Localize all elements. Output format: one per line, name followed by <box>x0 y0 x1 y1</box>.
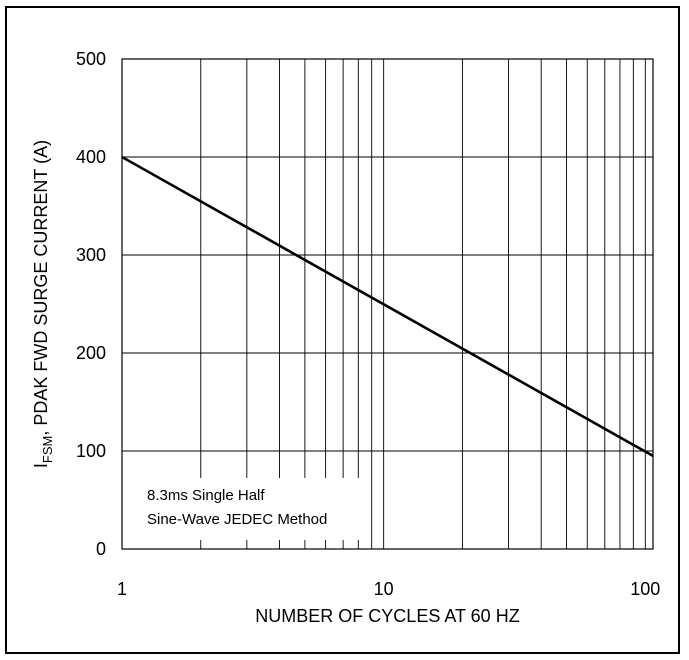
chart-frame <box>5 6 680 654</box>
y-tick-label: 500 <box>76 49 106 69</box>
plot-border <box>121 58 654 550</box>
x-axis-label: NUMBER OF CYCLES AT 60 HZ <box>255 606 519 626</box>
series-line <box>121 155 654 458</box>
annotation-line-2: Sine-Wave JEDEC Method <box>147 511 327 528</box>
y-axis-label: IFSM, PDAK FWD SURGE CURRENT (A) <box>31 140 55 468</box>
x-tick-label: 100 <box>630 579 660 599</box>
x-tick-label: 1 <box>117 579 127 599</box>
y-tick-label: 400 <box>76 147 106 167</box>
y-tick-label: 0 <box>96 539 106 559</box>
annotation-background <box>141 478 371 540</box>
y-tick-label: 300 <box>76 245 106 265</box>
annotation: 8.3ms Single Half Sine-Wave JEDEC Method <box>147 487 327 528</box>
y-axis-label-text: , PDAK FWD SURGE CURRENT (A) <box>31 140 51 436</box>
series-group <box>121 155 654 458</box>
y-axis-label-subscript: FSM <box>40 436 55 463</box>
y-tick-label: 200 <box>76 343 106 363</box>
y-tick-labels: 0 100 200 300 400 500 <box>76 49 106 559</box>
y-axis-label-symbol: I <box>31 463 51 468</box>
grid <box>122 59 653 549</box>
x-tick-label: 10 <box>374 579 394 599</box>
y-tick-label: 100 <box>76 441 106 461</box>
annotation-line-1: 8.3ms Single Half <box>147 487 265 504</box>
x-tick-labels: 1 10 100 <box>117 579 660 599</box>
